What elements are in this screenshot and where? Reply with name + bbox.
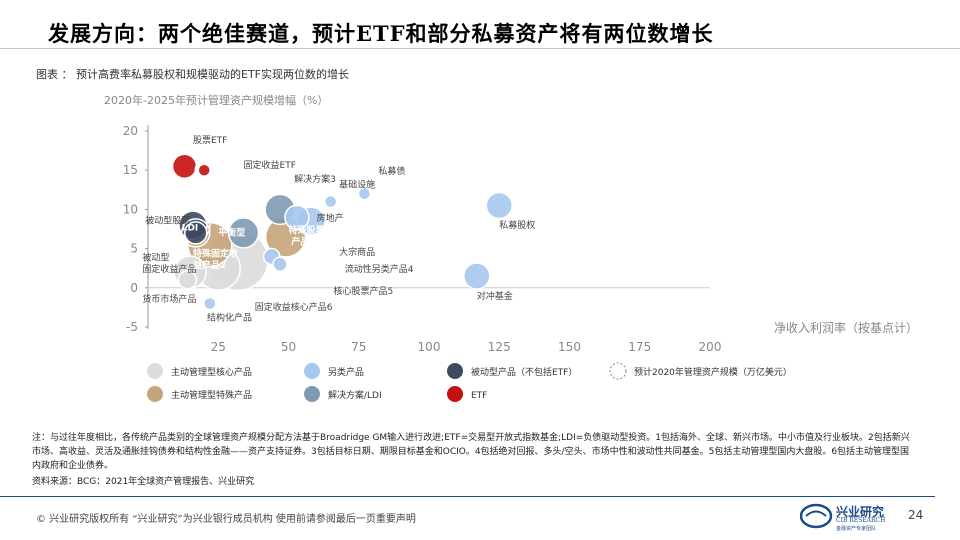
chart-caption: 图表 ： 预计高费率私募股权和规模驱动的ETF实现两位数的增长 (36, 68, 349, 81)
bubble-etf (197, 163, 211, 177)
footer-divider (0, 496, 935, 497)
bubble-alt (272, 256, 288, 273)
bubble-alt (485, 191, 513, 220)
bubble-alt (284, 204, 310, 230)
legend-label: 预计2020年管理资产规模（万亿美元） (634, 366, 792, 378)
y-axis-title: 2020年-2025年预计管理资产规模增幅（%） (104, 93, 328, 107)
bubble-etf (171, 153, 198, 180)
legend-swatch-etf (447, 386, 463, 402)
footer-disclaimer: © 兴业研究版权所有 “兴业研究”为兴业银行成员机构 使用前请参阅最后一页重要声… (36, 514, 416, 525)
page-number: 24 (908, 508, 924, 522)
bubble-outline (194, 160, 214, 180)
legend-swatch-special (147, 386, 163, 402)
bubble-label: 特殊固定收 (193, 247, 238, 259)
bubble-label: 固定收益ETF (244, 159, 296, 171)
bubble-label: 房地产 (317, 212, 344, 224)
x-tick-label: 200 (699, 340, 722, 354)
bubble-label: 货币市场产品 (142, 293, 196, 305)
bubble-label: 对冲基金 (477, 290, 513, 302)
bubble-alt (323, 194, 338, 209)
x-axis-title: 净收入利润率（按基点计） (774, 320, 918, 335)
legend-label: 主动管理型核心产品 (171, 366, 252, 378)
legend-swatch-core (147, 363, 163, 379)
logo-mark-icon (799, 503, 833, 529)
legend-label: 主动管理型特殊产品 (171, 389, 252, 401)
bubble-outline (181, 218, 211, 248)
footnotes: 注：与过往年度相比，各传统产品类别的全球管理资产规模分配方法基于Broadrid… (32, 433, 910, 471)
source-note: 资料来源：BCG：2021年全球资产管理报告、兴业研究 (32, 477, 255, 487)
bubble-alt (357, 186, 372, 201)
x-tick-label: 150 (558, 340, 581, 354)
bubble-label: 产品1 (291, 236, 315, 248)
bubble-label: LDI (182, 224, 199, 234)
logo-en-text: CIB RESEARCH (836, 517, 886, 524)
bubble-alt (203, 296, 217, 311)
y-tick-label: 20 (123, 124, 138, 138)
bubble-label: 特殊股票 (289, 224, 325, 236)
legend-label: 被动型产品（不包括ETF） (471, 366, 577, 378)
legend-label: 另类产品 (328, 366, 364, 378)
y-tick-label: 15 (123, 163, 138, 177)
bubble-label: 私募债 (378, 165, 405, 177)
legend-label: 解决方案/LDI (328, 389, 382, 401)
bubble-label: 解决方案3 (294, 173, 336, 185)
bubble-label: 平衡型 (218, 226, 245, 238)
bubble-alt (463, 262, 491, 290)
x-tick-label: 50 (281, 340, 296, 354)
y-tick-label: 5 (130, 242, 138, 256)
bubble-core (177, 270, 198, 290)
bubble-passive (184, 221, 208, 245)
bubble-label: 固定收益产品 (142, 263, 196, 275)
legend-swatch-passive (447, 363, 463, 379)
page-title: 发展方向：两个绝佳赛道，预计ETF和部分私募资产将有两位数增长 (48, 21, 714, 46)
bubble-label: 被动型股票 (145, 215, 190, 227)
logo-text: 兴业研究 (836, 505, 885, 519)
bubble-label: 基础设施 (339, 178, 375, 190)
bubble-solution (227, 217, 260, 249)
logo-sub-text: 金融资产专家团队 (836, 526, 877, 532)
bubble-label: 股票ETF (193, 135, 227, 146)
y-tick-label: 10 (123, 202, 138, 216)
bubble-label: 被动型 (142, 251, 169, 263)
cib-research-logo: 兴业研究 CIB RESEARCH 金融资产专家团队 (799, 503, 896, 533)
x-tick-label: 125 (488, 340, 511, 354)
legend-label: ETF (471, 391, 487, 401)
bubble-label: 益产品2 (193, 259, 226, 271)
legend-swatch-alt (304, 363, 320, 379)
legend-swatch-size (609, 362, 627, 380)
bubble-label: 大宗商品 (339, 246, 375, 258)
legend-swatch-solution (304, 386, 320, 402)
x-tick-label: 75 (351, 340, 366, 354)
bubble-label: 私募股权 (499, 219, 535, 231)
bubble-label: 流动性另类产品4 (345, 263, 414, 275)
y-tick-label: 0 (130, 281, 138, 295)
bubble-chart: 2020年-2025年预计管理资产规模增幅（%） -5 0 5 10 15 20 25 50 75… (104, 93, 918, 402)
bubble-label: 结构化产品 (207, 312, 252, 324)
bubble-label: 核心股票产品5 (333, 285, 393, 297)
title-divider (0, 48, 960, 49)
y-tick-label: -5 (126, 320, 138, 334)
x-tick-label: 25 (211, 340, 226, 354)
x-tick-label: 100 (418, 340, 441, 354)
x-tick-label: 175 (628, 340, 651, 354)
bubble-label: 固定收益核心产品6 (255, 301, 333, 313)
